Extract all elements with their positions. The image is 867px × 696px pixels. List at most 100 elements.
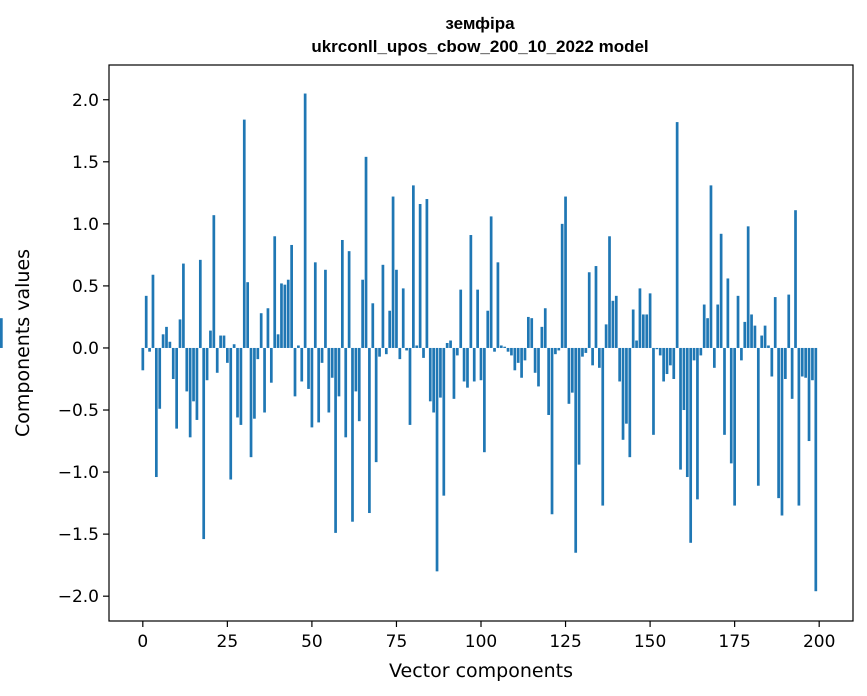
bar-159 [679, 347, 682, 470]
bar-126 [567, 347, 571, 404]
bar-0 [141, 347, 145, 371]
bar-97 [469, 235, 473, 348]
bar-5 [158, 347, 162, 409]
bar-181 [753, 325, 757, 348]
bar-192 [790, 347, 794, 399]
y-tick-label: −0.5 [58, 401, 99, 421]
bar-90 [445, 343, 449, 348]
bar-112 [520, 347, 523, 378]
x-axis-label: Vector components [389, 660, 573, 682]
bar-158 [675, 122, 679, 348]
bar-197 [807, 347, 811, 442]
bar-80 [412, 185, 415, 348]
bar-199 [814, 347, 818, 592]
bar-69 [374, 347, 378, 463]
y-tick-label: 2.0 [72, 91, 99, 111]
bar-170 [716, 304, 720, 348]
x-tick-label: 0 [137, 632, 148, 652]
bar-169 [712, 347, 716, 368]
bar-108 [506, 347, 510, 352]
plot-frame [108, 64, 854, 622]
bar-62 [351, 347, 354, 522]
bar-14 [188, 347, 192, 438]
bar-120 [547, 347, 550, 415]
bar-166 [702, 304, 706, 348]
bar-183 [760, 335, 764, 348]
bar-86 [432, 347, 436, 413]
bar-9 [171, 347, 175, 379]
bar-25 [226, 347, 229, 363]
bar-79 [408, 347, 412, 425]
bar-67 [368, 347, 371, 514]
bar-39 [273, 236, 277, 348]
bar-156 [669, 347, 672, 366]
bar-138 [608, 236, 611, 348]
bar-107 [503, 346, 507, 348]
bar-15 [192, 347, 195, 402]
bar-52 [317, 347, 321, 423]
bar-95 [462, 347, 466, 382]
bar-27 [232, 344, 236, 348]
bar-115 [530, 318, 534, 348]
bar-195 [800, 347, 804, 377]
bar-68 [371, 303, 375, 348]
bar-24 [222, 335, 226, 348]
bar-104 [493, 347, 496, 352]
bar-116 [533, 347, 537, 373]
bar-130 [581, 347, 584, 357]
bar-22 [215, 347, 219, 373]
bar-175 [733, 347, 736, 506]
bar-2 [148, 347, 151, 352]
bar-128 [574, 347, 578, 553]
bar-50 [310, 347, 314, 428]
x-axis-ticks: 0 25 50 75 100 125 150 175 200 [137, 621, 835, 652]
bar-31 [246, 282, 250, 348]
bar-71 [381, 264, 385, 348]
y-axis-ticks: −2.0 −1.5 −1.0 −0.5 0.0 0.5 1.0 1.5 2.0 [58, 91, 109, 607]
bar-142 [621, 347, 625, 440]
bar-70 [378, 347, 381, 357]
bar-74 [391, 196, 395, 348]
x-tick-label: 100 [465, 632, 497, 652]
bar-21 [212, 215, 216, 348]
bar-164 [696, 347, 699, 500]
bar-78 [405, 347, 408, 351]
bar-85 [428, 347, 432, 402]
bar-99 [476, 289, 479, 348]
bar-160 [682, 347, 686, 411]
bar-188 [777, 347, 780, 499]
bar-106 [499, 345, 503, 348]
bar-121 [550, 347, 554, 515]
x-tick-label: 200 [803, 632, 835, 652]
y-tick-label: −2.0 [58, 587, 99, 607]
bar-60 [344, 347, 348, 438]
bar-198 [811, 347, 814, 381]
bar-103 [489, 216, 493, 348]
bar-151 [652, 347, 655, 435]
bar-122 [554, 347, 557, 355]
bar-87 [435, 347, 439, 572]
bar-56 [330, 347, 334, 378]
bars-group [0, 93, 818, 592]
bar-109 [510, 347, 513, 356]
bar-176 [736, 295, 740, 348]
bar-145 [631, 309, 635, 348]
bar-185 [767, 345, 770, 348]
bar-94 [459, 289, 463, 348]
bar-178 [743, 321, 747, 348]
bar-84 [425, 199, 429, 348]
bar-72 [384, 347, 388, 355]
x-tick-label: 25 [217, 632, 239, 652]
bar-98 [472, 347, 476, 382]
bar-118 [540, 326, 544, 348]
bar-41 [280, 283, 283, 348]
x-tick-label: 50 [301, 632, 323, 652]
bar-3 [151, 274, 155, 348]
y-tick-label: −1.0 [58, 463, 99, 483]
bar-91 [449, 340, 452, 348]
y-tick-label: −1.5 [58, 525, 99, 545]
bar-196 [804, 347, 808, 378]
bar-110 [513, 347, 517, 371]
bar-20 [209, 330, 212, 348]
